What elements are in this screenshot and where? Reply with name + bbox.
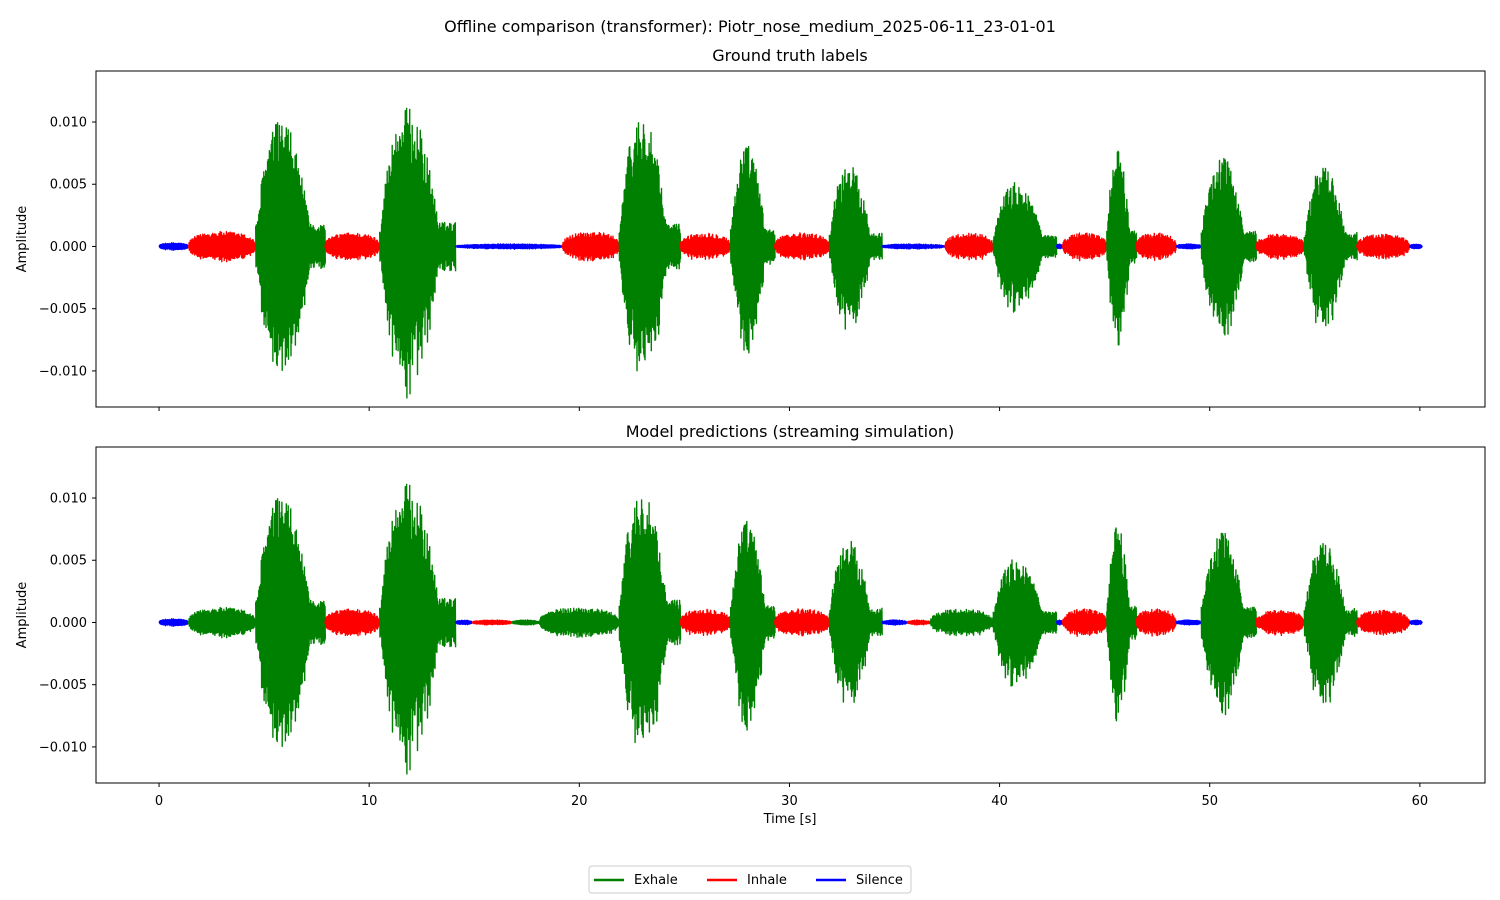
- waveform-segment-silence: [1175, 243, 1203, 250]
- axes-frame: [95, 70, 1486, 408]
- x-tick-label: 50: [1201, 794, 1218, 809]
- y-ticks: 0.010 0.005 0.000 −0.005 −0.010: [39, 492, 96, 755]
- y-ticks: 0.010 0.005 0.000 −0.005 −0.010: [39, 116, 96, 379]
- waveform-segment-inhale: [187, 230, 257, 263]
- y-tick-label: −0.005: [39, 302, 87, 317]
- waveform-segment-exhale: [187, 606, 257, 639]
- waveform-segment-inhale: [1135, 608, 1178, 637]
- waveform-segment-inhale: [324, 608, 381, 637]
- y-tick-label: 0.010: [50, 116, 87, 131]
- waveform-segment-silence: [1175, 619, 1203, 626]
- y-tick-label: −0.010: [39, 364, 87, 379]
- waveform-segment-exhale: [255, 122, 326, 372]
- waveform-segment-inhale: [1061, 608, 1108, 637]
- x-ticks: [158, 407, 1421, 411]
- waveform-segment-exhale: [828, 167, 883, 330]
- legend-label-exhale: Exhale: [634, 873, 678, 888]
- legend-frame: [588, 865, 912, 894]
- waveform-segment-exhale: [1303, 167, 1358, 327]
- waveform-segment-exhale: [1303, 543, 1358, 704]
- waveform-segment-exhale: [992, 182, 1058, 313]
- waveform-segment-inhale: [561, 231, 621, 262]
- waveform-segment-silence: [1408, 243, 1423, 250]
- legend: Exhale Inhale Silence: [588, 865, 912, 894]
- waveform-segment-inhale: [774, 232, 831, 261]
- waveform-segment-inhale: [471, 619, 514, 626]
- x-tick-label: 10: [361, 794, 378, 809]
- waveform-segment-inhale: [906, 619, 932, 626]
- x-tick-label: 40: [991, 794, 1008, 809]
- waveform-series: [158, 483, 1423, 775]
- waveform-segment-silence: [1055, 243, 1064, 250]
- y-axis-label: Amplitude: [15, 206, 30, 273]
- waveform-segment-inhale: [1255, 233, 1306, 260]
- waveform-segment-exhale: [729, 520, 776, 731]
- panel-ground-truth: Ground truth labels 0.010 0.005 0.000 −0.00…: [15, 46, 1486, 411]
- waveform-series: [158, 107, 1423, 399]
- y-tick-label: −0.005: [39, 678, 87, 693]
- y-tick-label: 0.005: [50, 178, 87, 193]
- panel-title: Model predictions (streaming simulation): [626, 422, 955, 441]
- waveform-segment-exhale: [929, 608, 995, 637]
- x-tick-label: 20: [571, 794, 588, 809]
- waveform-segment-inhale: [944, 232, 995, 261]
- waveform-segment-exhale: [828, 540, 883, 703]
- panel-predictions: Model predictions (streaming simulation)…: [15, 422, 1486, 827]
- waveform-segment-inhale: [1255, 609, 1306, 637]
- waveform-segment-inhale: [774, 608, 831, 637]
- waveform-segment-inhale: [1356, 233, 1411, 260]
- legend-label-silence: Silence: [856, 873, 903, 888]
- waveform-segment-inhale: [1061, 232, 1108, 262]
- x-tick-label: 0: [155, 794, 163, 809]
- waveform-segment-inhale: [679, 608, 732, 637]
- waveform-segment-inhale: [1135, 232, 1178, 261]
- waveform-segment-exhale: [538, 607, 621, 638]
- waveform-segment-inhale: [324, 232, 381, 261]
- figure-suptitle: Offline comparison (transformer): Piotr_…: [444, 17, 1056, 37]
- waveform-segment-silence: [454, 619, 474, 626]
- waveform-segment-exhale: [618, 499, 682, 744]
- x-tick-label: 60: [1412, 794, 1429, 809]
- x-ticks: 0 10 20 30 40 50 60: [155, 783, 1428, 809]
- y-tick-label: 0.010: [50, 492, 87, 507]
- y-axis-label: Amplitude: [15, 582, 30, 649]
- waveform-segment-exhale: [255, 498, 326, 748]
- y-tick-label: 0.000: [50, 616, 87, 631]
- waveform-segment-inhale: [1356, 609, 1411, 636]
- waveform-segment-exhale: [992, 559, 1058, 687]
- waveform-segment-silence: [881, 619, 909, 626]
- waveform-segment-exhale: [1106, 150, 1138, 346]
- waveform-segment-exhale: [379, 483, 457, 775]
- waveform-segment-exhale: [379, 107, 457, 399]
- waveform-segment-silence: [881, 243, 946, 250]
- x-tick-label: 30: [781, 794, 798, 809]
- waveform-segment-silence: [158, 242, 190, 251]
- y-tick-label: −0.010: [39, 740, 87, 755]
- waveform-segment-silence: [1055, 619, 1064, 626]
- axes-frame: [95, 446, 1486, 784]
- panel-title: Ground truth labels: [712, 46, 867, 65]
- waveform-segment-exhale: [1200, 532, 1257, 716]
- waveform-segment-exhale: [729, 146, 776, 354]
- waveform-segment-exhale: [1106, 527, 1138, 722]
- waveform-segment-exhale: [1200, 157, 1257, 336]
- waveform-segment-silence: [1408, 619, 1423, 626]
- legend-label-inhale: Inhale: [747, 873, 787, 888]
- waveform-segment-exhale: [511, 619, 541, 626]
- waveform-segment-silence: [454, 243, 564, 250]
- waveform-segment-exhale: [618, 122, 682, 372]
- y-tick-label: 0.005: [50, 554, 87, 569]
- y-tick-label: 0.000: [50, 240, 87, 255]
- x-axis-label: Time [s]: [763, 812, 817, 827]
- waveform-segment-silence: [158, 618, 190, 627]
- waveform-segment-inhale: [679, 232, 732, 261]
